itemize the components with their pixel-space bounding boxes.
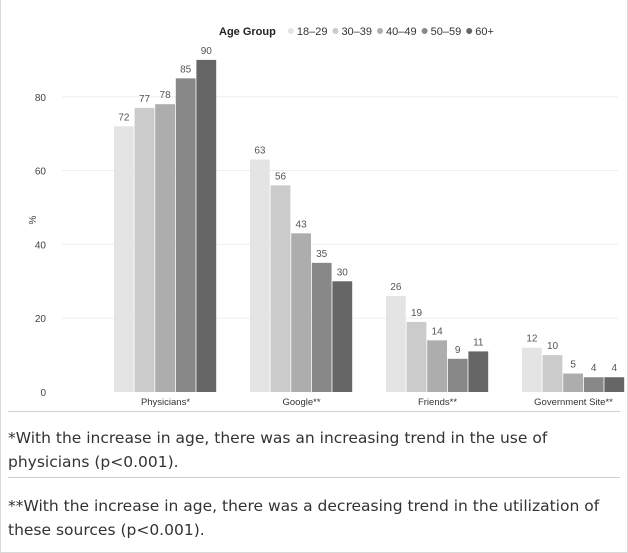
legend-swatch bbox=[287, 28, 294, 34]
x-tick-label: Physicians* bbox=[141, 397, 190, 408]
bar bbox=[196, 59, 217, 393]
x-tick-label: Friends** bbox=[418, 397, 457, 408]
footnote-physicians: *With the increase in age, there was an … bbox=[8, 429, 548, 471]
bar-value-label: 90 bbox=[201, 46, 213, 57]
bar bbox=[114, 126, 134, 392]
bar-value-label: 5 bbox=[570, 360, 576, 371]
caption-divider bbox=[8, 411, 620, 412]
bar-value-label: 26 bbox=[390, 282, 402, 293]
bar bbox=[332, 281, 353, 392]
bar-value-label: 43 bbox=[296, 219, 308, 230]
bar bbox=[250, 159, 270, 392]
y-tick-label: 60 bbox=[35, 167, 47, 178]
bar-value-label: 63 bbox=[254, 146, 266, 157]
bar-value-label: 85 bbox=[180, 64, 192, 75]
bar bbox=[155, 104, 175, 393]
bar-value-label: 78 bbox=[160, 90, 172, 101]
bar-value-label: 30 bbox=[337, 267, 349, 278]
legend-label: 30–39 bbox=[341, 26, 372, 38]
bar-value-label: 35 bbox=[316, 249, 328, 260]
bar bbox=[134, 107, 155, 393]
bar bbox=[291, 233, 311, 392]
bar bbox=[542, 355, 563, 392]
bars: 72 63 26 12 77 56 19 10 78 43 14 5 85 35 9 4 90 30 11 4 bbox=[114, 46, 625, 393]
footnote-sources: **With the increase in age, there was a … bbox=[8, 497, 600, 539]
bar bbox=[175, 78, 196, 392]
y-axis: % 0 20 40 60 80 bbox=[28, 93, 46, 399]
bar-value-label: 14 bbox=[432, 326, 444, 337]
bar-value-label: 77 bbox=[139, 94, 151, 105]
legend-swatch bbox=[377, 28, 384, 34]
legend-swatch bbox=[332, 28, 339, 34]
legend-swatch bbox=[466, 28, 473, 34]
y-axis-label: % bbox=[28, 215, 39, 224]
bar-value-label: 10 bbox=[547, 341, 559, 352]
bar-value-label: 12 bbox=[526, 334, 538, 345]
bar bbox=[522, 347, 542, 392]
bar bbox=[311, 262, 332, 392]
legend-label: 18–29 bbox=[297, 26, 328, 38]
legend-label: 50–59 bbox=[431, 26, 462, 38]
x-tick-label: Government Site** bbox=[534, 397, 613, 408]
bar bbox=[563, 373, 583, 392]
note-divider bbox=[8, 477, 620, 478]
bar-value-label: 9 bbox=[455, 345, 461, 356]
bar bbox=[583, 377, 604, 392]
y-tick-label: 0 bbox=[40, 388, 46, 399]
x-tick-label: Google** bbox=[282, 397, 320, 408]
bar-value-label: 4 bbox=[612, 363, 618, 374]
bar-value-label: 19 bbox=[411, 308, 423, 319]
gridlines bbox=[62, 96, 618, 319]
bar bbox=[604, 377, 625, 392]
bar-value-label: 4 bbox=[591, 363, 597, 374]
x-axis: Physicians* Google** Friends** Government S… bbox=[141, 397, 613, 408]
legend: Age Group 18–29 30–39 40–49 50–59 60+ bbox=[219, 26, 494, 38]
bar-value-label: 72 bbox=[118, 112, 130, 123]
bar bbox=[427, 340, 447, 392]
bar-value-label: 11 bbox=[473, 337, 484, 348]
y-tick-label: 20 bbox=[35, 314, 47, 325]
legend-swatch bbox=[421, 28, 428, 34]
legend-label: 40–49 bbox=[386, 26, 417, 38]
legend-title: Age Group bbox=[219, 26, 276, 38]
bar bbox=[447, 358, 468, 392]
bar bbox=[468, 351, 489, 392]
legend-label: 60+ bbox=[475, 26, 494, 38]
bar bbox=[406, 321, 427, 392]
bar-chart: Age Group 18–29 30–39 40–49 50–59 60+ % 0 20 4… bbox=[28, 26, 625, 408]
bar bbox=[270, 185, 291, 392]
bar-value-label: 56 bbox=[275, 171, 287, 182]
bar bbox=[386, 296, 406, 392]
y-tick-label: 80 bbox=[35, 93, 47, 104]
y-tick-label: 40 bbox=[35, 240, 47, 251]
